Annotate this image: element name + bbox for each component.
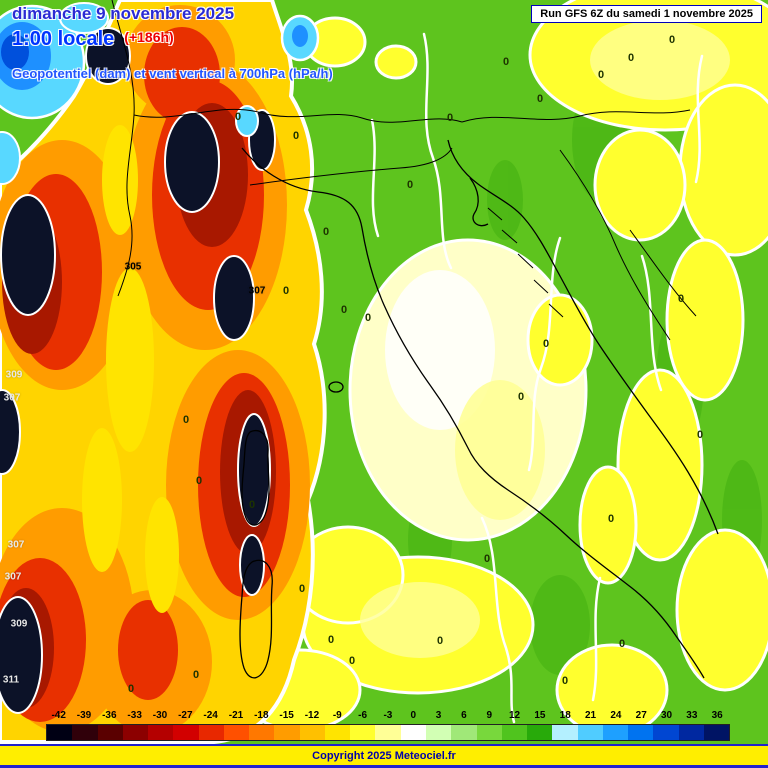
- colorbar-cell: [47, 725, 73, 740]
- colorbar-cell: [653, 725, 679, 740]
- colorbar-value: 6: [461, 710, 467, 721]
- colorbar-values: -42 -39 -36 -33 -30 -27 -24 -21 -18 -15 -12 -9 -6 -3 0…: [46, 710, 730, 721]
- forecast-offset-badge: (+186h): [124, 29, 174, 45]
- colorbar-value: -18: [254, 710, 269, 721]
- colorbar-cell: [400, 725, 426, 740]
- colorbar-cell: [122, 725, 149, 740]
- model-run-box: Run GFS 6Z du samedi 1 novembre 2025: [531, 5, 762, 23]
- footer-bar: Copyright 2025 Meteociel.fr: [0, 744, 768, 768]
- colorbar-cell: [299, 725, 325, 740]
- colorbar-cell: [628, 725, 654, 740]
- colorbar-value: 36: [711, 710, 723, 721]
- zero-contour-lines: [370, 32, 704, 724]
- colorbar-value: -6: [358, 710, 368, 721]
- colorbar-cell: [678, 725, 704, 740]
- colorbar-value: -24: [203, 710, 218, 721]
- model-run-label: Run GFS 6Z du samedi 1 novembre 2025: [540, 8, 753, 20]
- field-pale-center: [348, 238, 588, 542]
- colorbar-value: 24: [610, 710, 622, 721]
- colorbar-cell: [577, 725, 603, 740]
- parameter-title: Geopotentiel (dam) et vent vertical à 70…: [12, 66, 333, 81]
- field-cool-topleft: [0, 2, 320, 185]
- colorbar-value: -36: [102, 710, 117, 721]
- colorbar-value: 30: [660, 710, 673, 721]
- colorbar-value: 33: [686, 710, 698, 721]
- colorbar-value: 9: [486, 710, 493, 721]
- colorbar-cell: [350, 725, 376, 740]
- colorbar-value: -42: [51, 710, 66, 721]
- time-line: 1:00 locale (+186h): [12, 28, 174, 51]
- field-yellow-streaks: [82, 125, 179, 613]
- colorbar-value: 18: [559, 710, 571, 721]
- colorbar-value: -15: [279, 710, 294, 721]
- colorbar-cell: [223, 725, 250, 740]
- colorbar-cell: [198, 725, 224, 740]
- colorbar-value: -21: [228, 710, 244, 721]
- colorbar-value: -27: [178, 710, 193, 721]
- colorbar-value: -30: [152, 710, 168, 721]
- colorbar-value: 3: [435, 710, 442, 721]
- colorbar-cell: [72, 725, 98, 740]
- colorbar-value: 0: [410, 710, 417, 721]
- colorbar: [46, 724, 730, 741]
- colorbar-cell: [476, 725, 502, 740]
- colorbar-cell: [274, 725, 300, 740]
- colorbar-cell: [173, 725, 199, 740]
- colorbar-value: 15: [534, 710, 546, 721]
- field-pale-yellow-accents: [360, 20, 730, 658]
- colorbar-value: -12: [304, 710, 320, 721]
- colorbar-value: -39: [76, 710, 92, 721]
- colorbar-value: -33: [127, 710, 142, 721]
- colorbar-value: 12: [509, 710, 521, 721]
- colorbar-cell: [249, 725, 275, 740]
- colorbar-value: 27: [635, 710, 647, 721]
- colorbar-cell: [527, 725, 553, 740]
- colorbar-cell: [148, 725, 174, 740]
- local-time: 1:00 locale: [12, 28, 115, 50]
- colorbar-cell: [97, 725, 123, 740]
- colorbar-cell: [324, 725, 351, 740]
- colorbar-value: -3: [383, 710, 393, 721]
- coastlines: [239, 139, 719, 679]
- copyright-text: Copyright 2025 Meteociel.fr: [312, 749, 456, 762]
- colorbar-cell: [425, 725, 452, 740]
- colorbar-cell: [451, 725, 477, 740]
- colorbar-cell: [501, 725, 528, 740]
- country-borders: [111, 0, 697, 341]
- date-line: dimanche 9 novembre 2025: [12, 4, 235, 23]
- colorbar-cell: [552, 725, 578, 740]
- colorbar-value: -9: [332, 710, 342, 721]
- colorbar-cell: [703, 725, 730, 740]
- colorbar-cell: [602, 725, 629, 740]
- colorbar-cell: [375, 725, 401, 740]
- colorbar-value: 21: [584, 710, 597, 721]
